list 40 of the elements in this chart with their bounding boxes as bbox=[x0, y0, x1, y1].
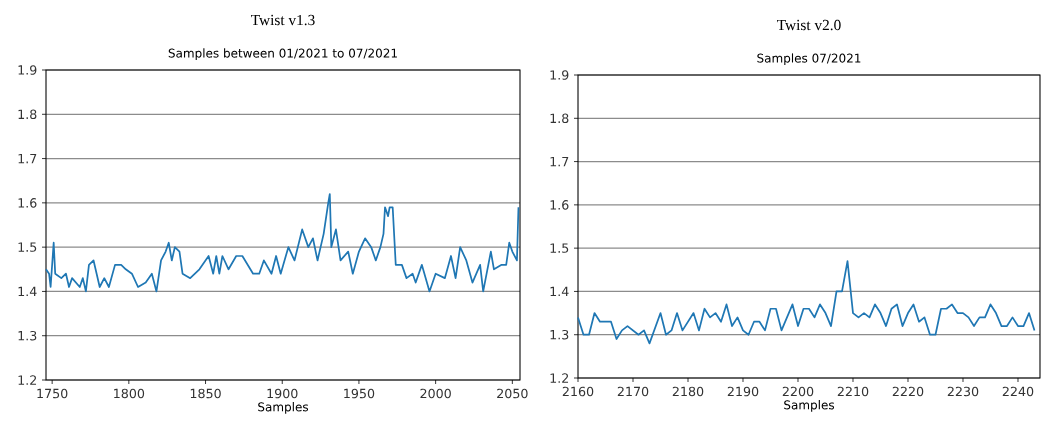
x-tick-label: 2190 bbox=[727, 386, 759, 397]
y-tick-label: 1.4 bbox=[18, 286, 37, 297]
y-tick-label: 1.5 bbox=[18, 242, 37, 252]
y-tick-label: 1.9 bbox=[18, 65, 37, 75]
x-tick-label: 2050 bbox=[497, 388, 528, 399]
x-tick-label: 2160 bbox=[562, 386, 594, 397]
x-tick-label: 2200 bbox=[782, 386, 814, 397]
chart-title: Twist v2.0 bbox=[777, 19, 841, 31]
y-tick-label: 1.2 bbox=[550, 373, 569, 383]
x-tick-label: 1850 bbox=[190, 388, 221, 399]
x-tick-label: 1950 bbox=[344, 388, 375, 399]
line-series bbox=[577, 260, 1036, 345]
chart-subtitle: Samples 07/2021 bbox=[757, 53, 861, 65]
x-tick-label: 1750 bbox=[37, 388, 68, 399]
y-tick-label: 1.6 bbox=[550, 200, 569, 210]
y-tick-label: 1.8 bbox=[550, 113, 569, 124]
chart-title: Twist v1.3 bbox=[251, 14, 315, 26]
y-tick-label: 1.6 bbox=[18, 198, 37, 208]
x-tick-label: 2220 bbox=[892, 386, 924, 397]
y-tick-label: 1.8 bbox=[18, 109, 37, 120]
y-tick-label: 1.7 bbox=[550, 156, 569, 167]
x-tick-label: 2170 bbox=[617, 386, 649, 397]
x-tick-label: 2240 bbox=[1002, 386, 1034, 397]
x-tick-label: 1800 bbox=[114, 388, 145, 399]
x-axis-title: Samples bbox=[784, 400, 835, 412]
x-tick-label: 2230 bbox=[947, 386, 979, 397]
x-axis-title: Samples bbox=[258, 402, 309, 414]
chart-subtitle: Samples between 01/2021 to 07/2021 bbox=[168, 48, 397, 60]
y-tick-label: 1.2 bbox=[18, 375, 37, 385]
x-tick-label: 2000 bbox=[420, 388, 451, 399]
x-tick-label: 2180 bbox=[672, 386, 704, 397]
x-tick-label: 2210 bbox=[837, 386, 869, 397]
y-tick-label: 1.3 bbox=[18, 330, 37, 341]
y-tick-label: 1.4 bbox=[550, 286, 569, 297]
y-tick-label: 1.9 bbox=[550, 70, 569, 80]
y-tick-label: 1.3 bbox=[550, 329, 569, 340]
y-tick-label: 1.5 bbox=[550, 243, 569, 253]
x-tick-label: 1900 bbox=[267, 388, 298, 399]
y-tick-label: 1.7 bbox=[18, 153, 37, 164]
line-series bbox=[45, 193, 520, 293]
